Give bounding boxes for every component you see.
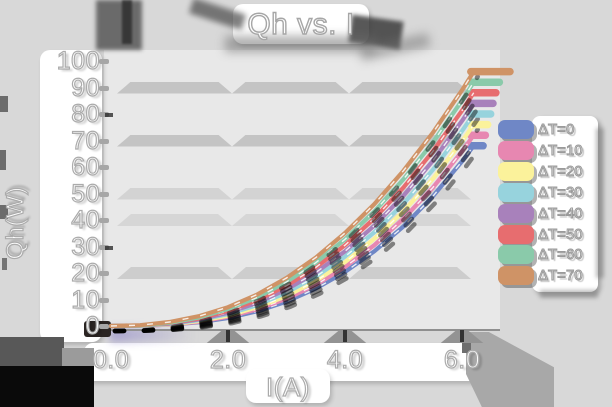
y-tick-label: 40 — [71, 206, 101, 234]
gridline-band — [232, 82, 349, 94]
x-tick-label: 2.0 — [209, 346, 247, 374]
y-tick-mark — [99, 324, 109, 329]
y-tick-mark — [105, 113, 113, 117]
x-tick-label: 4.0 — [326, 346, 364, 374]
gridline-band — [349, 135, 471, 147]
corner-shadow-block — [0, 366, 94, 407]
y-tick-strip — [40, 50, 102, 342]
y-tick-label: 30 — [71, 232, 101, 261]
legend-shadow — [540, 290, 598, 298]
y-tick-mark — [99, 218, 109, 223]
edge-smudge — [0, 150, 6, 170]
y-tick-mark — [99, 244, 109, 250]
corner-shadow-block — [0, 337, 64, 367]
gridline-band — [117, 135, 232, 147]
chart-title: Qh vs. I — [247, 7, 355, 41]
legend-label: ΔT=60 — [538, 246, 584, 264]
gridline-band — [349, 82, 471, 94]
gridline-band — [117, 214, 232, 226]
y-tick-mark — [99, 85, 109, 91]
gridline-band — [232, 267, 349, 279]
y-tick-label: 60 — [71, 153, 101, 181]
y-tick-label: 0 — [85, 312, 100, 340]
edge-smudge — [0, 205, 8, 219]
gridline-band — [349, 214, 471, 226]
legend-shadow — [596, 128, 604, 278]
x-tick-mark — [226, 330, 230, 342]
y-tick-mark — [99, 112, 109, 117]
y-tick-mark — [99, 138, 109, 144]
y-axis-label: Qh(W) — [1, 186, 29, 260]
y-tick-mark — [99, 59, 109, 64]
legend-panel — [532, 116, 598, 292]
legend-swatch — [498, 120, 534, 139]
legend-swatch — [498, 182, 534, 202]
legend-label: ΔT=0 — [538, 121, 575, 139]
x-axis-label: I(A) — [265, 371, 310, 402]
legend-label: ΔT=50 — [538, 225, 584, 243]
legend-swatch — [498, 266, 534, 286]
x-tick-mark — [460, 330, 464, 342]
y-tick-label: 100 — [56, 47, 100, 75]
edge-smudge — [0, 96, 8, 112]
gridline-band — [349, 188, 471, 200]
x-label-patch — [246, 369, 330, 403]
gridline-band — [232, 214, 349, 226]
gridline-band — [349, 267, 471, 279]
legend-swatch — [498, 203, 534, 223]
x-tick-label: 6.0 — [443, 346, 481, 374]
y-tick-label: 90 — [71, 73, 101, 102]
x-tick-mark — [343, 330, 347, 342]
gridline-band — [117, 82, 232, 94]
y-tick-mark — [99, 165, 109, 170]
title-shadow-smudge — [225, 36, 375, 52]
corner-shadow-block — [462, 338, 471, 353]
legend-label: ΔT=40 — [538, 204, 584, 222]
corner-smudge — [96, 0, 142, 50]
gridline-band — [232, 135, 349, 147]
legend-label: ΔT=20 — [538, 162, 584, 180]
legend-label: ΔT=70 — [538, 267, 584, 285]
y-tick-mark — [99, 297, 109, 303]
y-tick-label: 70 — [71, 126, 101, 155]
y-tick-label: 80 — [71, 100, 101, 128]
legend-swatch — [498, 245, 534, 265]
gridline-band — [117, 267, 232, 279]
y-tick-mark — [105, 245, 113, 250]
x-axis-line — [96, 329, 500, 331]
legend-swatch — [498, 140, 534, 160]
corner-smudge — [122, 0, 132, 44]
y-tick-label: 50 — [71, 179, 101, 208]
legend-swatch — [498, 161, 534, 181]
gridline-band — [232, 188, 349, 200]
y-tick-label: 10 — [71, 285, 101, 314]
y-tick-label: 20 — [71, 259, 101, 287]
legend-label: ΔT=10 — [538, 141, 584, 159]
corner-shadow-block — [62, 348, 94, 367]
legend-swatch — [498, 224, 534, 244]
y-tick-mark — [99, 271, 109, 276]
gridline-band — [117, 188, 232, 200]
y-tick-mark — [99, 191, 109, 197]
x-tick-label: 0.0 — [92, 346, 130, 374]
legend-label: ΔT=30 — [538, 183, 584, 201]
edge-smudge — [2, 258, 7, 270]
